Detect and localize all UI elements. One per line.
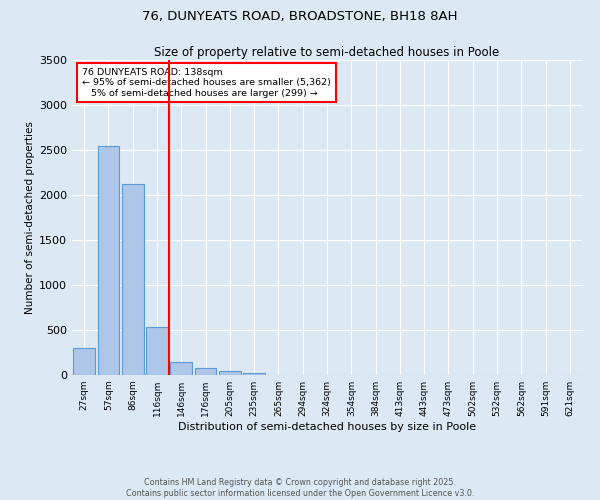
Text: 76 DUNYEATS ROAD: 138sqm
← 95% of semi-detached houses are smaller (5,362)
   5%: 76 DUNYEATS ROAD: 138sqm ← 95% of semi-d… (82, 68, 331, 98)
Bar (146, 328, 168, 375)
Y-axis label: Number of semi-detached properties: Number of semi-detached properties (25, 121, 35, 314)
Title: Size of property relative to semi-detached houses in Poole: Size of property relative to semi-detach… (154, 46, 500, 59)
X-axis label: Distribution of semi-detached houses by size in Poole: Distribution of semi-detached houses by … (178, 422, 476, 432)
Bar (73, 348, 95, 375)
Bar (97, 146, 119, 375)
Bar (122, 184, 143, 375)
Bar (170, 362, 192, 375)
Bar (243, 373, 265, 375)
Text: 76, DUNYEATS ROAD, BROADSTONE, BH18 8AH: 76, DUNYEATS ROAD, BROADSTONE, BH18 8AH (142, 10, 458, 23)
Bar (219, 372, 241, 375)
Text: Contains HM Land Registry data © Crown copyright and database right 2025.
Contai: Contains HM Land Registry data © Crown c… (126, 478, 474, 498)
Bar (194, 368, 217, 375)
